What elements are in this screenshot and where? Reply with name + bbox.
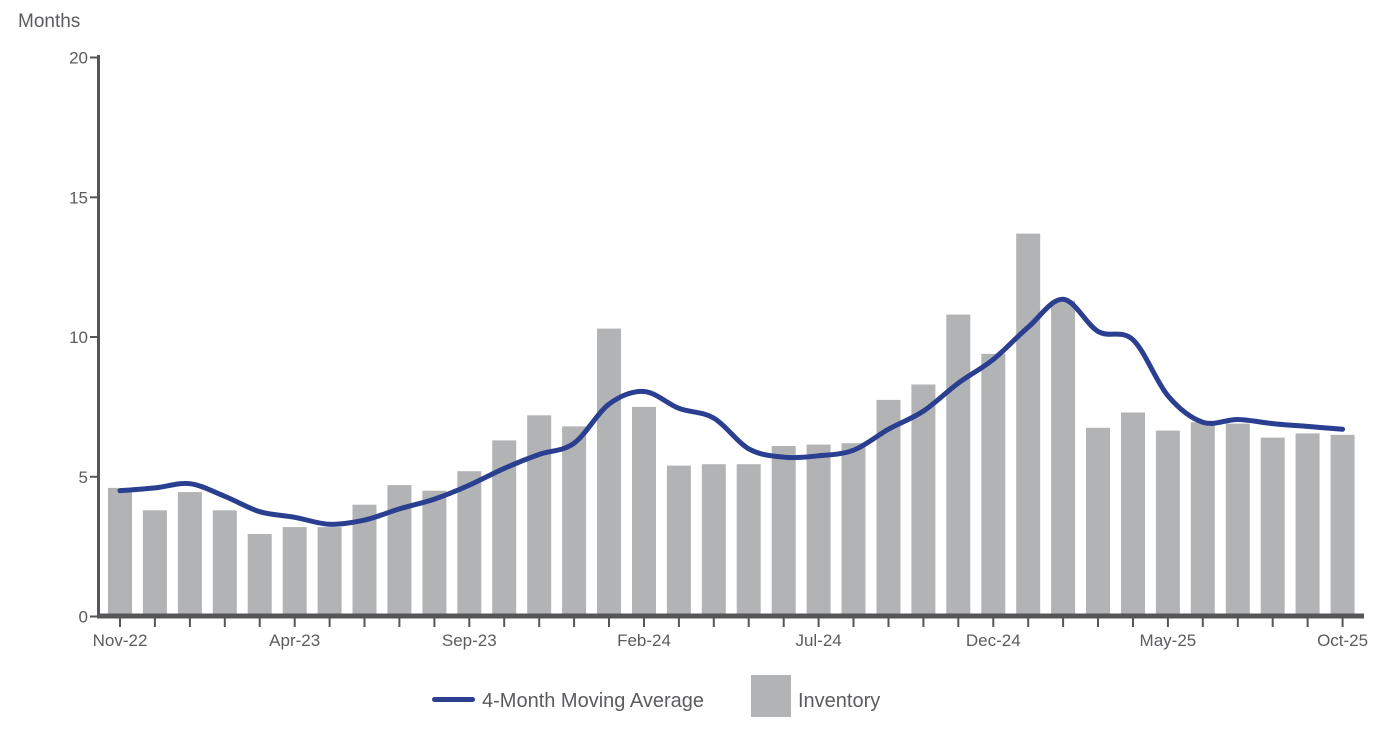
inventory-bar	[247, 534, 272, 617]
inventory-bar	[422, 490, 447, 617]
inventory-bar	[1086, 427, 1110, 617]
inventory-bar	[317, 527, 342, 617]
y-tick-label: 10	[69, 328, 88, 347]
y-tick-label: 5	[79, 468, 88, 487]
inventory-bar	[946, 314, 971, 617]
inventory-bar	[666, 465, 691, 617]
x-tick-label: Sep-23	[442, 631, 497, 650]
inventory-bar	[981, 353, 1006, 617]
x-tick-label: Nov-22	[93, 631, 148, 650]
inventory-bar	[1330, 434, 1355, 617]
inventory-bar	[597, 328, 621, 617]
inventory-bar	[527, 415, 552, 617]
x-tick-label: Oct-25	[1317, 631, 1368, 650]
inventory-bar	[212, 510, 237, 617]
y-axis-title: Months	[18, 11, 81, 32]
x-tick-label: Dec-24	[966, 631, 1021, 650]
inventory-bar	[632, 406, 656, 617]
inventory-bar	[806, 444, 831, 617]
inventory-bar	[1121, 412, 1145, 617]
x-tick-label: Apr-23	[269, 631, 320, 650]
inventory-bar	[282, 527, 307, 617]
inventory-bar	[108, 487, 132, 617]
inventory-bar	[1260, 437, 1285, 617]
y-tick-label: 0	[79, 608, 88, 627]
inventory-bar	[701, 464, 726, 617]
inventory-bar	[1295, 433, 1320, 617]
inventory-bar	[1190, 422, 1215, 617]
inventory-bar	[177, 492, 202, 617]
inventory-bar	[841, 443, 866, 617]
inventory-bar	[562, 426, 587, 617]
y-tick-label: 15	[69, 188, 88, 207]
inventory-bar	[1155, 430, 1180, 617]
inventory-bar	[736, 464, 761, 617]
x-tick-label: Feb-24	[617, 631, 671, 650]
x-tick-label: May-25	[1140, 631, 1197, 650]
inventory-bar	[771, 446, 796, 617]
inventory-bar	[1051, 300, 1076, 617]
inventory-bar	[457, 471, 482, 617]
x-tick-label: Jul-24	[795, 631, 841, 650]
inventory-bar	[1016, 233, 1041, 617]
inventory-bar	[142, 510, 167, 617]
moving-average-line	[117, 296, 1346, 527]
inventory-bar	[911, 384, 936, 617]
y-tick-label: 20	[69, 49, 88, 68]
inventory-bar	[1225, 423, 1250, 617]
